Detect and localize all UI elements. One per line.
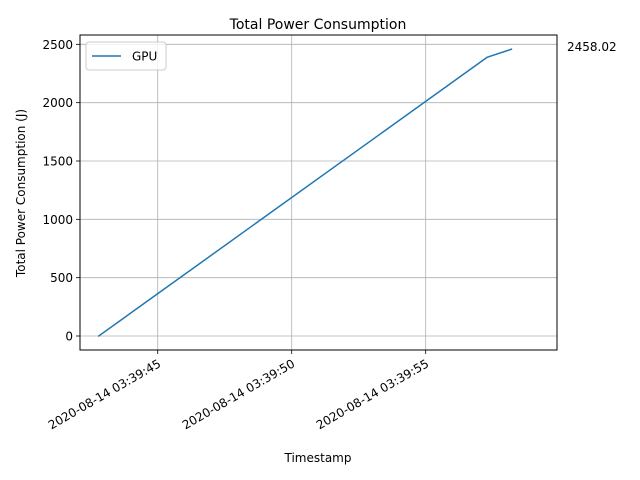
end-value-annotation: 2458.02 [567, 40, 617, 54]
legend-label-gpu: GPU [132, 50, 157, 64]
x-tick-label: 2020-08-14 03:39:50 [180, 356, 297, 432]
x-tick-label: 2020-08-14 03:39:45 [46, 356, 163, 432]
plot-area-frame [79, 34, 558, 351]
x-axis-ticks: 2020-08-14 03:39:45 2020-08-14 03:39:50 20… [46, 350, 431, 432]
y-tick-label: 500 [50, 271, 73, 285]
y-tick-label: 0 [65, 330, 73, 344]
series-layer [97, 48, 513, 338]
grid-lines [80, 35, 557, 350]
legend-box [85, 41, 167, 71]
series-line-gpu [97, 48, 513, 338]
chart-title: Total Power Consumption [229, 17, 407, 33]
y-axis-label: Total Power Consumption (J) [14, 109, 28, 278]
legend: GPU [85, 41, 167, 71]
x-axis-label: Timestamp [284, 451, 352, 465]
y-tick-label: 1500 [42, 155, 73, 169]
y-tick-label: 2000 [42, 96, 73, 110]
y-tick-label: 1000 [42, 213, 73, 227]
x-tick-label: 2020-08-14 03:39:55 [314, 356, 431, 432]
y-axis-ticks: 0 500 1000 1500 2000 2500 [42, 38, 80, 344]
y-tick-label: 2500 [42, 38, 73, 52]
